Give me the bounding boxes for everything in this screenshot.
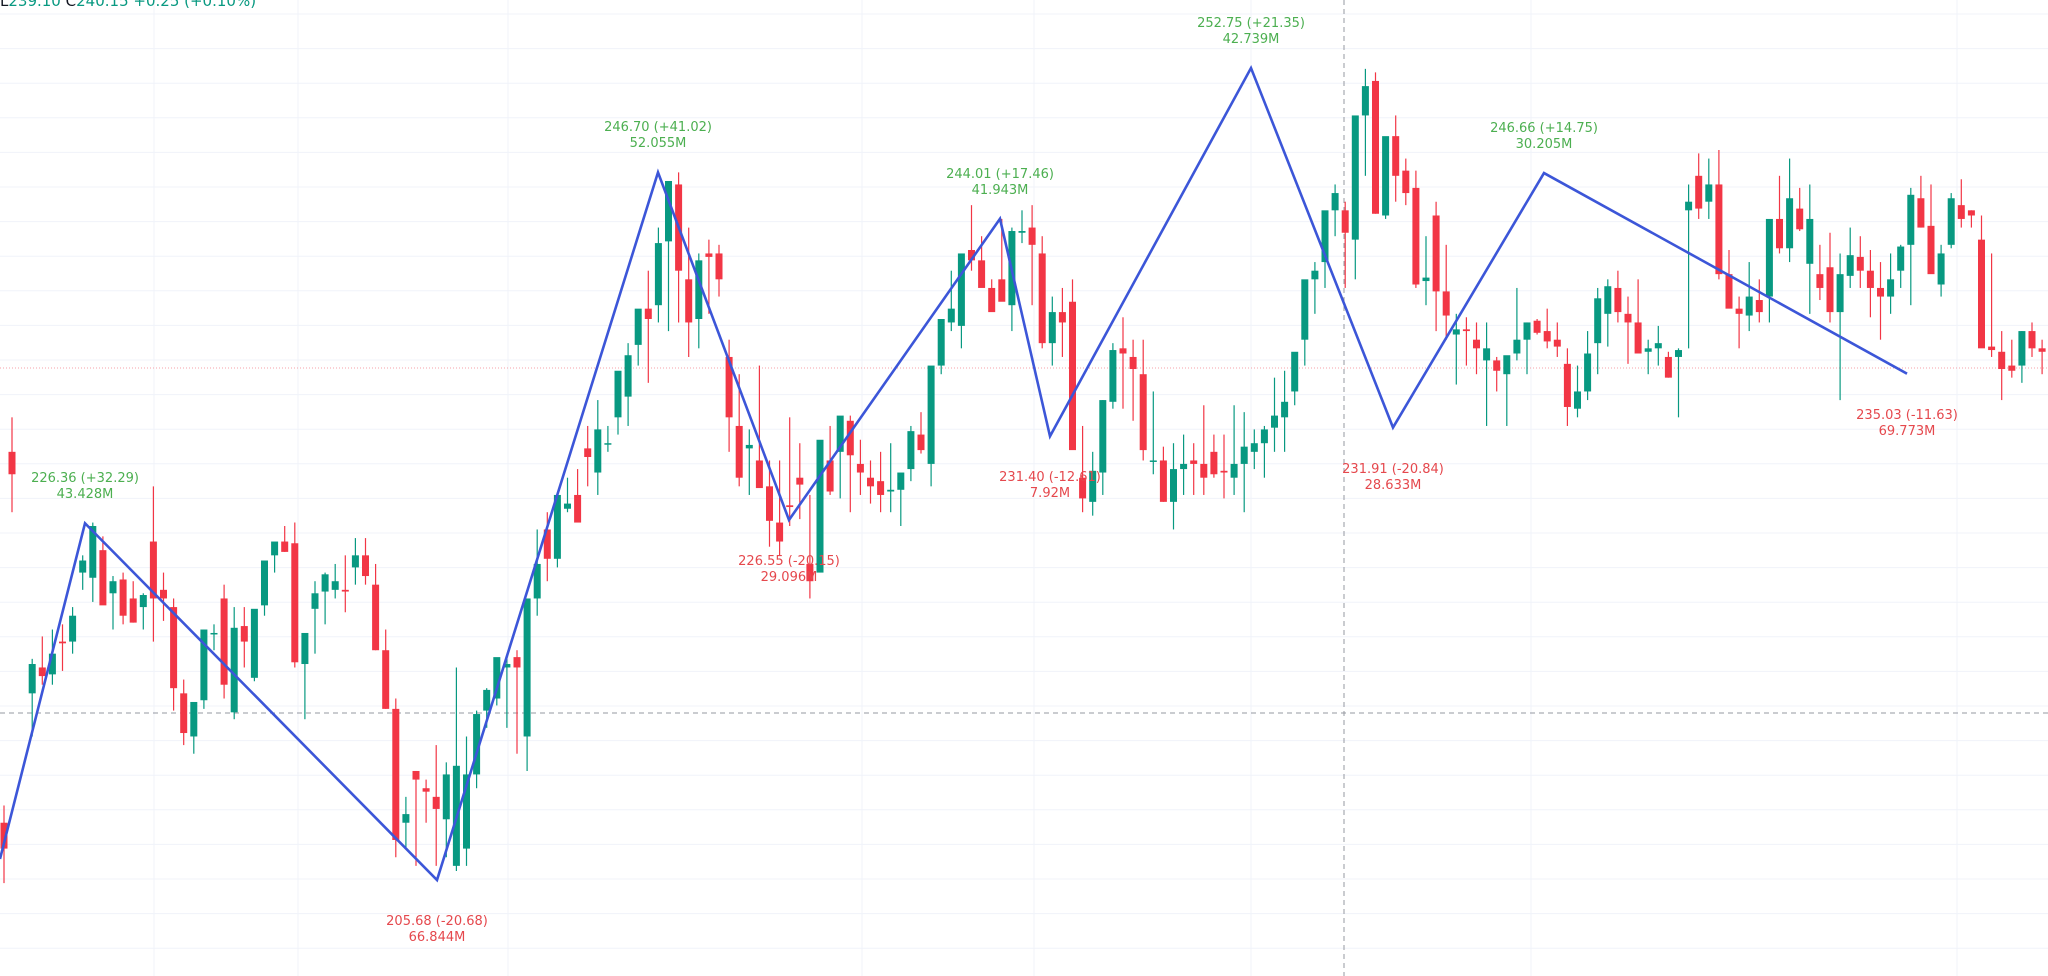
pivot-label-up: 244.01 (+17.46) 41.943M	[946, 166, 1054, 198]
pivot-label-down: 235.03 (-11.63) 69.773M	[1856, 407, 1958, 439]
pivot-label-up: 246.70 (+41.02) 52.055M	[604, 120, 712, 152]
close-label: C	[65, 0, 77, 10]
pivot-label-up: 226.36 (+32.29) 43.428M	[31, 471, 139, 503]
change-value: +0.25 (+0.10%)	[133, 0, 257, 10]
pivot-label-up: 246.66 (+14.75) 30.205M	[1490, 121, 1598, 153]
ohlc-legend: L239.10 C240.15 +0.25 (+0.10%)	[0, 0, 256, 10]
pivot-label-down: 205.68 (-20.68) 66.844M	[386, 914, 488, 945]
pivot-label-down: 231.91 (-20.84) 28.633M	[1342, 461, 1444, 493]
pivot-label-down: 231.40 (-12.61) 7.92M	[999, 470, 1101, 502]
low-label: L	[0, 0, 9, 10]
pivot-label-down: 226.55 (-20.15) 29.096M	[738, 553, 840, 585]
low-value: 239.10	[8, 0, 61, 10]
close-value: 240.15	[76, 0, 129, 10]
pivot-label-up: 252.75 (+21.35) 42.739M	[1197, 16, 1305, 47]
